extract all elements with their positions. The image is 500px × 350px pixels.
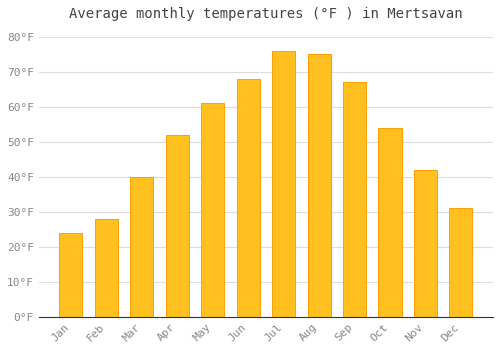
Bar	[308, 54, 330, 317]
Bar	[343, 82, 366, 317]
Bar	[60, 233, 82, 317]
Bar	[414, 170, 437, 317]
Bar	[201, 103, 224, 317]
Bar	[95, 219, 118, 317]
Title: Average monthly temperatures (°F ) in Mertsavan: Average monthly temperatures (°F ) in Me…	[69, 7, 462, 21]
Bar	[272, 51, 295, 317]
Bar	[450, 208, 472, 317]
Bar	[130, 177, 154, 317]
Bar	[166, 135, 189, 317]
Bar	[378, 128, 402, 317]
Bar	[236, 79, 260, 317]
